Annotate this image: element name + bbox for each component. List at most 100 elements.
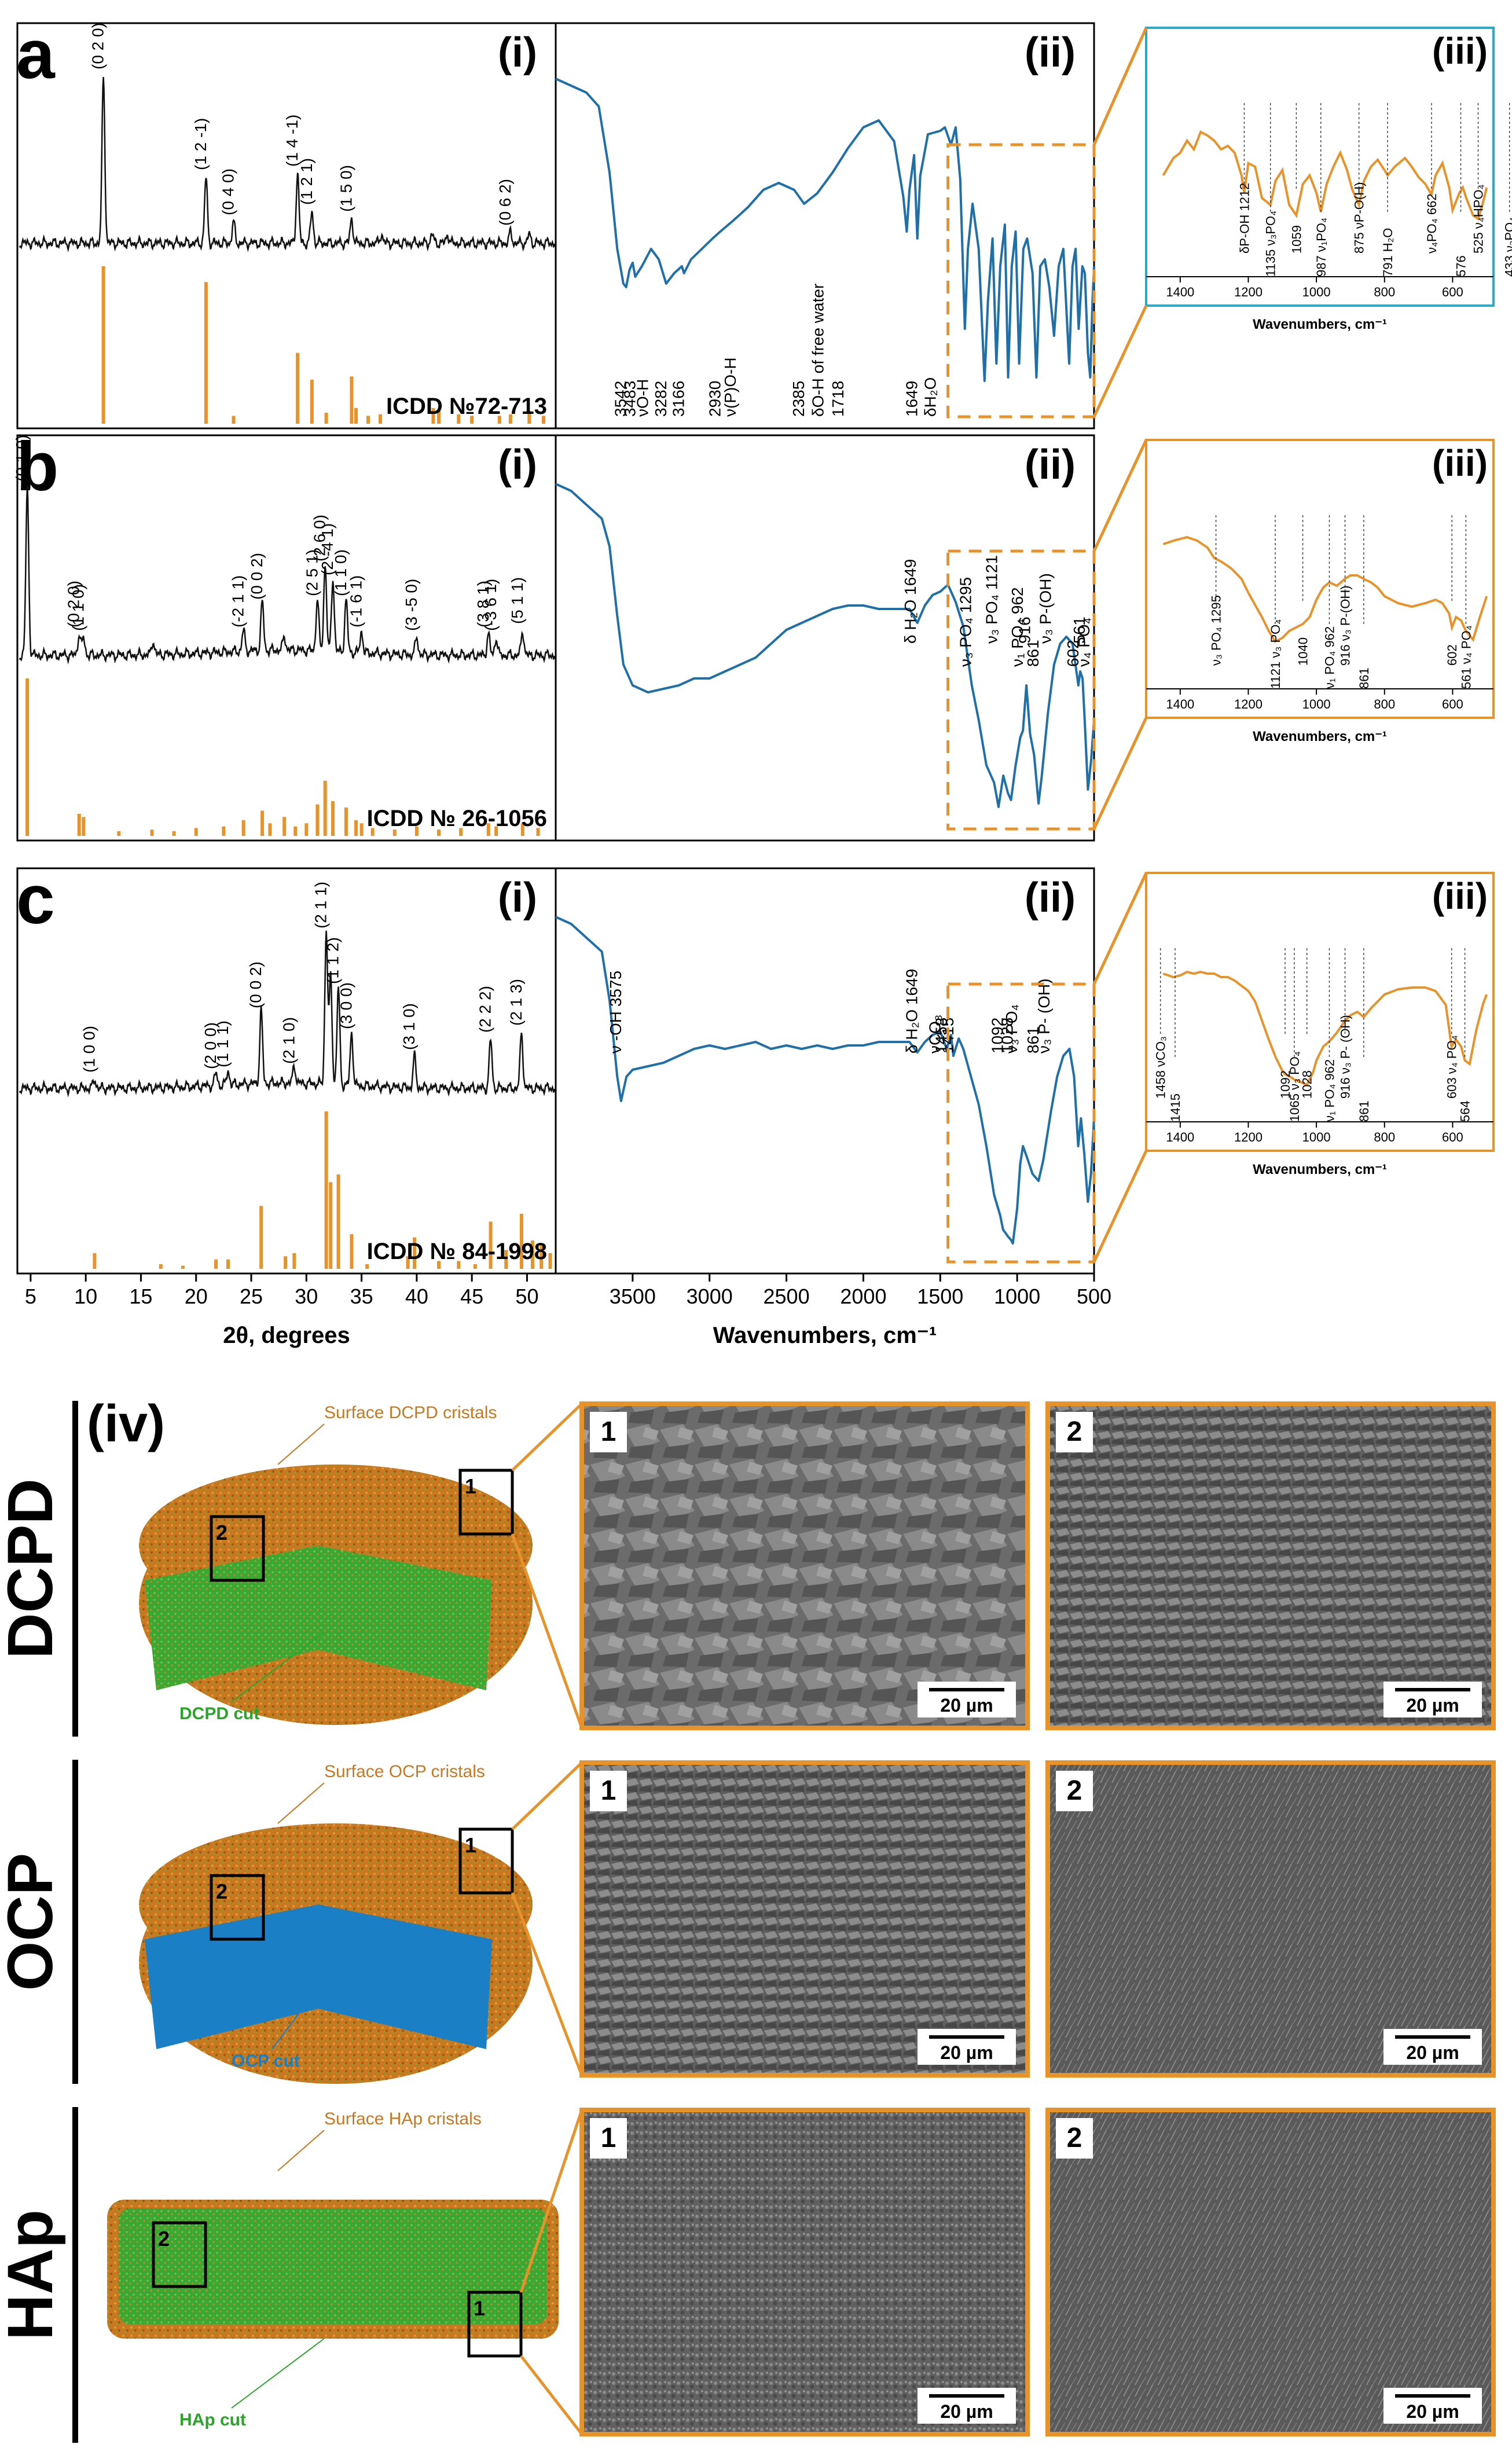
ftir-band-label: 1649 — [903, 381, 921, 417]
ftir-tick-label: 1500 — [917, 1284, 963, 1308]
inset-band-label: 987 ν₁PO₄ — [1314, 218, 1328, 277]
cut-label: DCPD cut — [179, 1704, 259, 1723]
ftir-band-label: 561 — [1070, 616, 1088, 644]
xrd-peak-label: (2 1 1) — [312, 882, 330, 928]
scale-box — [1383, 1682, 1482, 1717]
inset-band-label: δP-OH 1212 — [1237, 183, 1252, 254]
inset-tick-label: 1000 — [1302, 697, 1331, 711]
inset-band-label: ν₁ PO₄ 962 — [1322, 626, 1337, 689]
region-marker-1 — [458, 1469, 514, 1536]
sem-number-box — [590, 2118, 627, 2159]
row-b: b (i) (ii)(0 1 0)(0 2 0)(1 1 0) (-2 1 1) (0 … — [13, 428, 1495, 842]
sem-number-box — [1056, 1771, 1093, 1811]
scale-label: 20 µm — [940, 2042, 993, 2063]
scale-label: 20 µm — [1406, 2042, 1459, 2063]
inset-band-label: 1121 ν₃ PO₄ — [1268, 619, 1283, 689]
inset-spectrum — [1162, 535, 1488, 643]
sem-number-box — [590, 1412, 627, 1452]
ftir-band-label: ν₄ PO₄ — [1075, 618, 1093, 667]
sem-number-box — [590, 1771, 627, 1811]
surface-leader — [277, 1423, 325, 1465]
ftir-band-label: 861 — [1024, 1026, 1042, 1054]
xrd-peak-label: (2 1 0) — [280, 1017, 298, 1064]
inset-tick-label: 1200 — [1234, 1130, 1263, 1144]
xrd-peak-label: (1 2 -1) — [192, 118, 210, 170]
zoom-connector — [1092, 717, 1148, 830]
zoom-connector — [1092, 304, 1148, 418]
xrd-peak-label: (0 0 2) — [247, 961, 265, 1008]
cut-label: HAp cut — [179, 2410, 246, 2429]
xrd-peak-label: (-1 6 1) — [347, 575, 365, 627]
inset-tick-label: 800 — [1374, 285, 1395, 299]
sem-image-1 — [579, 1401, 1030, 1730]
surface-label: Surface DCPD cristals — [324, 1403, 497, 1422]
inset-band-label: ν₁ PO₄ 962 — [1322, 1059, 1337, 1122]
row-a: a (i) (ii)(0 2 0)(1 2 -1)(0 4 0)(1 4 -1)(1… — [16, 16, 1512, 430]
ftir-tag: (ii) — [1025, 30, 1076, 76]
xrd-peak-label: (1 2 1) — [298, 158, 315, 205]
scale-box — [918, 2388, 1016, 2424]
sem-number-box — [1056, 1412, 1093, 1452]
cut-leader — [271, 1979, 325, 2050]
region-marker-2 — [210, 1874, 265, 1941]
inset-band-label: 1028 — [1300, 1070, 1315, 1099]
sem-image-2 — [1045, 2108, 1496, 2436]
zoom-connector — [1092, 27, 1148, 146]
ftir-band-label: 861 — [1024, 640, 1042, 667]
inset-xlabel: Wavenumbers, cm⁻¹ — [1253, 317, 1387, 332]
model-tag: (iv) — [87, 1395, 165, 1453]
inset-tick-label: 1000 — [1302, 285, 1331, 299]
surface-label: Surface HAp cristals — [324, 2109, 482, 2128]
model-cut — [119, 2208, 547, 2324]
xrd-peak-label: (1 4 -1) — [283, 115, 301, 167]
panel-letter: a — [16, 16, 56, 93]
inset-tick-label: 1400 — [1166, 1130, 1194, 1144]
xrd-pattern — [19, 930, 556, 1098]
xrd-peak-label: (3 1 0) — [400, 1003, 418, 1050]
surface-label: Surface OCP cristals — [324, 1762, 485, 1781]
scale-label: 20 µm — [940, 1695, 993, 1716]
inset-tick-label: 1200 — [1234, 697, 1263, 711]
xrd-tick-label: 25 — [240, 1284, 263, 1308]
icdd-label: ICDD №72-713 — [386, 394, 547, 419]
inset-xlabel: Wavenumbers, cm⁻¹ — [1253, 1162, 1387, 1177]
inset-tick-label: 600 — [1442, 1130, 1463, 1144]
ftir-tick-label: 2000 — [840, 1284, 886, 1308]
ftir-band-label: 3282 — [652, 381, 670, 417]
xrd-peak-label: (0 4 0) — [219, 168, 237, 215]
sem-connector — [511, 1533, 583, 1728]
xrd-peak-label: (0 1 0) — [13, 435, 31, 482]
ftir-tag: (ii) — [1025, 442, 1076, 488]
inset-frame — [1145, 27, 1495, 307]
inset-band-label: 916 ν₃ P-(OH) — [1338, 585, 1353, 666]
sem-number: 1 — [601, 1775, 616, 1806]
xrd-xlabel: 2θ, degrees — [223, 1323, 350, 1348]
section-hap: HAp 1 2 Surface HAp cristals HAp cut 1 20 µm 2 2… — [0, 2107, 1496, 2443]
xrd-peak-label: (3 -5 0) — [402, 579, 420, 631]
zoom-box — [946, 549, 1096, 831]
xrd-tick-label: 5 — [25, 1284, 36, 1308]
ftir-band-label: ν₃ PO₄ 1295 — [956, 577, 974, 667]
xrd-pattern — [19, 485, 556, 665]
inset-band-label: 1065 ν₃ PO₄ — [1287, 1051, 1302, 1122]
sem-image-2 — [1045, 1760, 1496, 2078]
sem-number: 2 — [1067, 1775, 1082, 1806]
xrd-peak-label: (2 -4 1) — [318, 523, 336, 575]
section-label: OCP — [0, 1853, 66, 1991]
region-number: 2 — [216, 1521, 227, 1544]
zoom-connector — [1092, 439, 1148, 552]
inset-band-label: 433 ν₂PO₄ — [1503, 217, 1512, 277]
xrd-peak-label: (5 1 1) — [508, 577, 526, 624]
inset-tick-label: 600 — [1442, 285, 1463, 299]
sem-image-1 — [579, 2108, 1030, 2436]
inset-frame — [1145, 439, 1495, 719]
xrd-peak-label: (2 1 3) — [507, 979, 525, 1026]
ftir-band-label: 1092 — [989, 1018, 1007, 1054]
inset-xlabel: Wavenumbers, cm⁻¹ — [1253, 729, 1387, 744]
inset-band-label: 564 — [1458, 1100, 1473, 1122]
xrd-tick-label: 30 — [295, 1284, 318, 1308]
inset-tick-label: 600 — [1442, 697, 1463, 711]
inset-spectrum — [1162, 970, 1488, 1087]
sem-number: 1 — [601, 1416, 616, 1447]
